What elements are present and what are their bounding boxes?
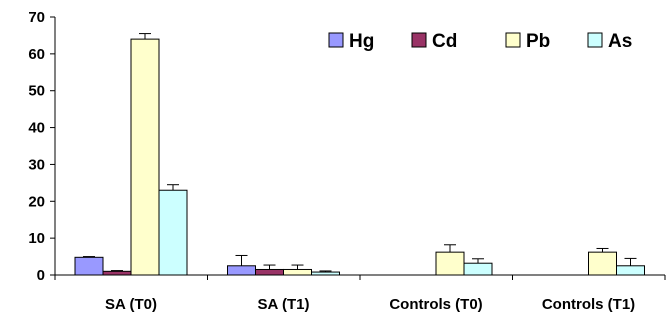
y-tick-label-1: 10 <box>28 230 45 247</box>
legend-swatch-as <box>587 32 603 48</box>
bar-pb-1 <box>283 268 312 276</box>
legend-swatch-cd <box>411 32 427 48</box>
bar-hg-0 <box>74 256 104 276</box>
axes-layer <box>50 16 666 280</box>
y-tick-label-7: 70 <box>28 9 45 26</box>
bars-layer <box>74 33 645 276</box>
y-tick-label-3: 30 <box>28 156 45 173</box>
legend: Hg Cd Pb As <box>328 31 632 52</box>
legend-label-cd: Cd <box>432 31 457 52</box>
bar-cd-0 <box>102 270 132 276</box>
bar-cd-1 <box>255 268 284 276</box>
bar-pb-3 <box>588 251 617 276</box>
bar-hg-1 <box>227 265 256 276</box>
y-tick-label-0: 0 <box>37 267 45 284</box>
y-tick-label-5: 50 <box>28 83 45 100</box>
y-tick-label-2: 20 <box>28 193 45 210</box>
y-tick-label-4: 40 <box>28 120 45 137</box>
legend-swatch-pb <box>505 32 521 48</box>
labels-layer: 0 10 20 30 40 50 60 70 SA (T0) SA (T1) Controls (T… <box>28 9 635 313</box>
legend-label-pb: Pb <box>526 31 550 52</box>
x-category-label-2: Controls (T0) <box>389 296 482 313</box>
bar-pb-0 <box>130 38 160 276</box>
bar-as-0 <box>158 189 188 276</box>
legend-swatch-hg <box>328 32 344 48</box>
y-tick-label-6: 60 <box>28 46 45 63</box>
bar-as-2 <box>463 262 493 276</box>
x-category-label-3: Controls (T1) <box>542 296 635 313</box>
bar-as-3 <box>616 265 645 276</box>
legend-label-hg: Hg <box>349 31 374 52</box>
legend-label-as: As <box>608 31 632 52</box>
bar-pb-2 <box>435 251 465 276</box>
x-category-label-0: SA (T0) <box>105 296 157 313</box>
x-category-label-1: SA (T1) <box>258 296 310 313</box>
